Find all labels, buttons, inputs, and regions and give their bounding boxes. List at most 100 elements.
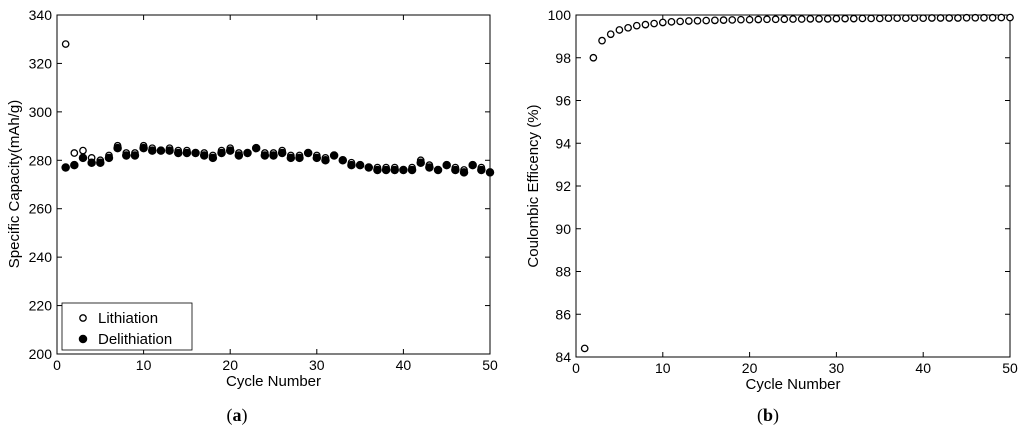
y-tick-label: 90 [555, 221, 571, 237]
y-tick-label: 200 [29, 346, 53, 362]
x-tick-label: 50 [482, 357, 498, 373]
efficiency-point [606, 30, 615, 39]
x-tick-label: 10 [655, 360, 671, 376]
x-tick-label: 40 [396, 357, 412, 373]
y-tick-label: 86 [555, 306, 571, 322]
efficiency-point [615, 26, 624, 34]
y-tick-label: 260 [29, 201, 53, 217]
delithiation-point [122, 151, 131, 160]
efficiency-point [693, 16, 702, 25]
delithiation-point [208, 153, 218, 163]
lithiation-point [70, 149, 79, 157]
legend: Lithiation Delithiation [61, 302, 193, 351]
delithiation-point [260, 151, 270, 160]
efficiency-point [988, 13, 997, 22]
efficiency-point [728, 16, 737, 24]
delithiation-point [381, 165, 391, 175]
delithiation-point [355, 160, 365, 170]
efficiency-point [971, 13, 980, 22]
efficiency-point [737, 15, 745, 24]
delithiation-point [459, 168, 469, 177]
delithiation-point [130, 151, 140, 160]
efficiency-point [832, 14, 841, 23]
delithiation-point [225, 146, 235, 155]
efficiency-point [667, 17, 676, 26]
efficiency-point [945, 14, 954, 22]
efficiency-point [589, 53, 598, 62]
delithiation-point [425, 163, 434, 172]
x-tick-label: 10 [136, 357, 152, 373]
legend-label: Lithiation [98, 310, 158, 327]
y-tick-label: 340 [29, 7, 53, 23]
delithiation-point [113, 143, 122, 153]
x-tick-label: 30 [309, 357, 325, 373]
x-axis-label: Cycle Number [745, 376, 840, 393]
efficiency-point [641, 20, 650, 29]
delithiation-point [373, 165, 382, 175]
delithiation-point [70, 160, 79, 170]
delithiation-point [477, 165, 486, 175]
efficiency-point [789, 15, 797, 23]
efficiency-point [684, 17, 693, 25]
efficiency-point [858, 14, 867, 23]
delithiation-point [399, 165, 408, 175]
delithiation-point [61, 163, 70, 172]
efficiency-point [763, 15, 771, 24]
delithiation-point [173, 148, 183, 158]
delithiation-point [416, 158, 425, 167]
efficiency-point [797, 15, 806, 23]
legend-label: Delithiation [98, 331, 172, 348]
y-tick-label: 92 [555, 178, 571, 194]
delithiation-point [269, 151, 278, 160]
delithiation-point [104, 153, 114, 163]
efficiency-point [980, 13, 988, 22]
y-tick-label: 98 [555, 50, 571, 66]
delithiation-point [407, 165, 417, 175]
y-tick-label: 96 [555, 93, 571, 109]
delithiation-point [295, 153, 304, 163]
panel-letter: b [763, 405, 773, 425]
delithiation-point [78, 153, 88, 163]
delithiation-point [468, 160, 477, 170]
y-tick-label: 220 [29, 298, 53, 314]
delithiation-point [148, 146, 157, 155]
x-tick-label: 0 [53, 357, 61, 373]
delithiation-point [347, 160, 356, 170]
efficiency-point [624, 23, 632, 32]
efficiency-point [901, 14, 910, 23]
efficiency-point [875, 14, 884, 23]
delithiation-point [139, 143, 148, 153]
x-axis-label: Cycle Number [226, 373, 321, 390]
efficiency-point [650, 19, 658, 28]
efficiency-point [1006, 13, 1014, 22]
efficiency-point [771, 15, 780, 24]
x-tick-label: 30 [829, 360, 845, 376]
y-axis-label: Coulombic Efficency (%) [525, 104, 542, 267]
efficiency-point [962, 13, 971, 22]
y-tick-label: 320 [29, 55, 53, 71]
x-tick-label: 20 [222, 357, 238, 373]
efficiency-point [954, 14, 962, 22]
delithiation-point [251, 143, 261, 153]
efficiency-point [658, 18, 667, 27]
efficiency-point [632, 21, 641, 30]
delithiation-point [286, 153, 296, 163]
efficiency-point [702, 16, 711, 25]
lithiation-point [79, 146, 87, 155]
delithiation-point [199, 151, 209, 160]
efficiency-point [806, 14, 815, 23]
delithiation-point [390, 165, 399, 175]
panel-letter: a [233, 405, 242, 425]
efficiency-point [580, 344, 589, 353]
delithiation-point [485, 168, 495, 177]
efficiency-point [841, 14, 849, 23]
efficiency-point [598, 36, 606, 45]
delithiation-point [156, 146, 166, 155]
efficiency-point [676, 17, 685, 26]
delithiation-point [96, 158, 105, 167]
x-tick-label: 50 [1002, 360, 1018, 376]
delithiation-point [277, 148, 287, 158]
efficiency-point [919, 14, 928, 23]
delithiation-point [433, 165, 443, 175]
